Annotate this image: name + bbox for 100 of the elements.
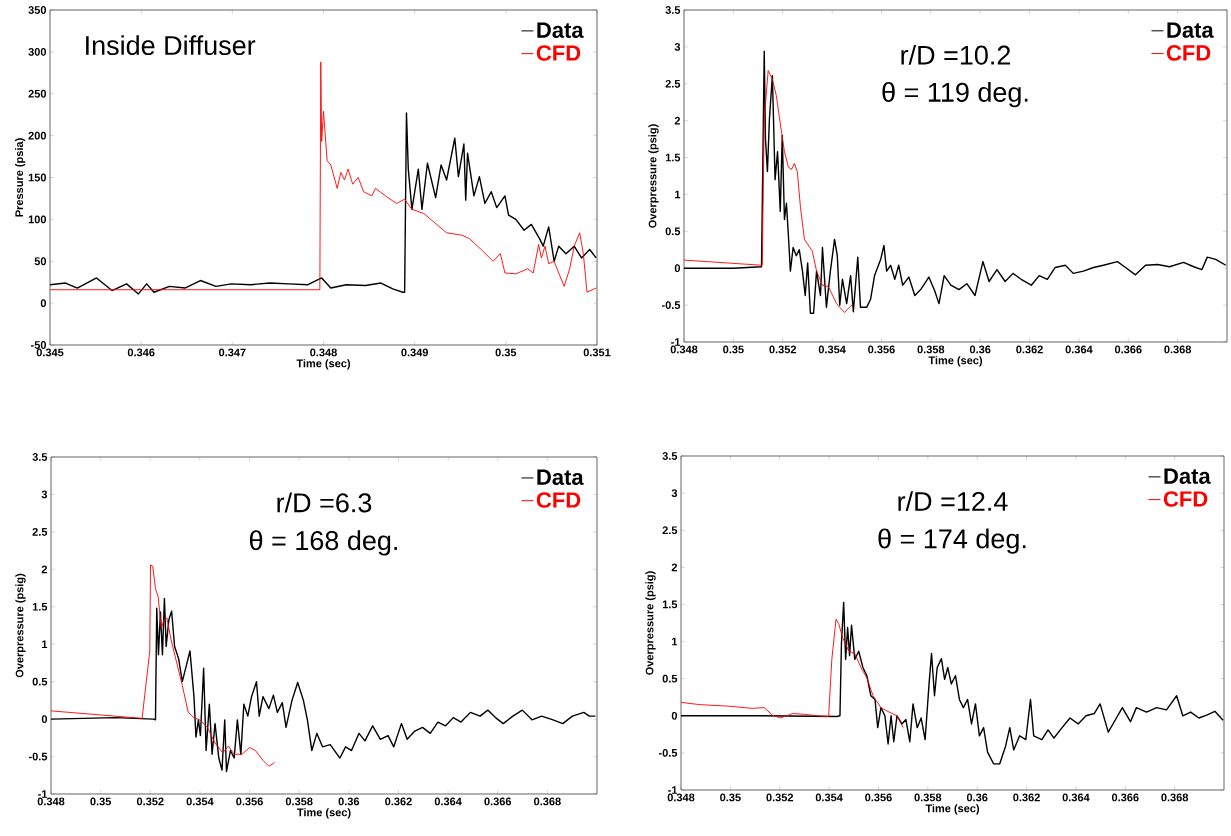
y-axis-title: Pressure (psia): [15, 138, 26, 217]
x-tick-label: 0.35: [90, 797, 112, 806]
y-tick-label: -1: [668, 786, 678, 794]
x-tick-label: 0.352: [766, 793, 794, 802]
x-tick-label: 0.362: [1016, 345, 1043, 354]
annotation: r/D =10.2: [901, 44, 1011, 65]
x-tick-label: 0.366: [484, 797, 512, 806]
x-tick-label: 0.352: [136, 797, 164, 806]
y-tick-label: 0.5: [665, 227, 681, 236]
legend-label: Data: [537, 22, 584, 38]
annotation: Inside Diffuser: [86, 35, 256, 56]
y-tick-label: 1.5: [662, 600, 678, 609]
y-tick-label: 1: [42, 640, 48, 648]
y-tick-label: 50: [34, 257, 47, 266]
y-axis-title: Overpressure (psig): [15, 573, 26, 678]
legend-label: Data: [1167, 22, 1214, 38]
y-tick-label: -1: [671, 338, 681, 346]
annotation: θ = 174 deg.: [878, 528, 1026, 554]
y-tick-label: 0.5: [32, 677, 48, 686]
y-tick-label: 1.5: [32, 602, 48, 611]
x-tick-label: 0.35: [720, 793, 741, 802]
x-tick-label: 0.368: [1161, 793, 1189, 802]
x-tick-label: 0.35: [723, 345, 744, 354]
x-tick-label: 0.36: [969, 345, 991, 354]
x-tick-label: 0.36: [966, 793, 988, 802]
x-tick-label: 0.364: [1065, 345, 1093, 354]
x-tick-label: 0.348: [670, 345, 698, 354]
y-tick-label: 3: [41, 490, 48, 499]
annotation: θ = 119 deg.: [882, 82, 1028, 108]
x-tick-label: 0.351: [583, 348, 611, 357]
x-axis-title: Time (sec): [296, 359, 351, 370]
x-tick-label: 0.366: [1114, 345, 1142, 354]
x-tick-label: 0.368: [1164, 345, 1192, 354]
y-tick-label: 3.5: [665, 6, 681, 14]
y-tick-label: 2.5: [665, 79, 681, 88]
y-tick-label: 0: [671, 711, 678, 720]
legend-label: CFD: [1166, 45, 1211, 61]
y-tick-label: -0.5: [661, 301, 681, 309]
x-tick-label: 0.347: [219, 348, 246, 357]
y-tick-label: 300: [28, 47, 47, 56]
x-tick-label: 0.346: [127, 348, 155, 357]
y-tick-label: 3: [671, 489, 678, 498]
x-tick-label: 0.354: [186, 797, 214, 806]
line-series: [50, 61, 597, 293]
y-tick-label: 2.5: [662, 526, 678, 535]
y-axis-title: Overpressure (psig): [648, 124, 659, 228]
y-tick-label: 2: [674, 116, 681, 125]
y-tick-label: -50: [30, 341, 47, 349]
x-tick-label: 0.356: [865, 793, 892, 802]
y-axis-title: Overpressure (psig): [645, 571, 656, 675]
x-tick-label: 0.358: [917, 345, 945, 354]
y-tick-label: 3: [674, 42, 681, 51]
x-tick-label: 0.35: [495, 348, 517, 357]
legend-label: Data: [537, 469, 584, 485]
x-tick-label: 0.366: [1111, 793, 1139, 802]
x-tick-label: 0.356: [236, 797, 263, 806]
y-tick-label: -1: [38, 790, 48, 798]
line-series: [681, 601, 1224, 765]
y-tick-label: 1.5: [665, 153, 681, 162]
legend-label: CFD: [1163, 491, 1208, 507]
x-tick-label: 0.368: [534, 797, 561, 806]
x-tick-label: 0.362: [1013, 793, 1040, 802]
y-tick-label: 100: [28, 215, 47, 224]
y-tick-label: 0: [40, 299, 47, 308]
x-tick-label: 0.349: [401, 348, 429, 357]
x-tick-label: 0.354: [818, 345, 846, 354]
y-tick-label: 0.5: [662, 674, 678, 683]
y-tick-label: 0: [41, 715, 48, 724]
y-tick-label: 3.5: [32, 453, 48, 461]
x-axis-title: Time (sec): [928, 356, 983, 367]
y-tick-label: 150: [28, 173, 47, 182]
y-tick-label: -0.5: [28, 752, 48, 761]
y-tick-label: 250: [28, 89, 47, 98]
line-series: [50, 112, 597, 295]
legend-label: CFD: [536, 492, 581, 508]
x-tick-label: 0.364: [434, 797, 462, 806]
line-series: [681, 618, 904, 729]
line-series: [51, 597, 597, 773]
y-tick-label: 0: [674, 264, 681, 273]
x-tick-label: 0.36: [338, 797, 360, 806]
y-tick-label: 1: [675, 190, 681, 199]
x-axis-title: Time (sec): [925, 804, 980, 815]
x-tick-label: 0.345: [36, 348, 64, 357]
x-tick-label: 0.348: [37, 797, 65, 806]
x-tick-label: 0.358: [914, 793, 942, 802]
annotation: r/D =12.4: [898, 491, 1008, 511]
x-tick-label: 0.348: [667, 793, 695, 802]
y-tick-label: 1: [672, 637, 678, 646]
legend-label: CFD: [536, 45, 581, 61]
annotation: θ = 168 deg.: [249, 530, 397, 556]
x-tick-label: 0.348: [310, 348, 337, 357]
y-tick-label: 2: [671, 563, 678, 572]
y-tick-label: 3.5: [662, 452, 678, 460]
x-tick-label: 0.362: [385, 797, 412, 806]
y-tick-label: 200: [28, 131, 47, 140]
y-tick-label: -0.5: [658, 749, 678, 757]
x-tick-label: 0.358: [285, 797, 313, 806]
annotation: r/D =6.3: [277, 492, 372, 513]
y-tick-label: 2.5: [32, 528, 48, 536]
x-tick-label: 0.354: [815, 793, 843, 802]
